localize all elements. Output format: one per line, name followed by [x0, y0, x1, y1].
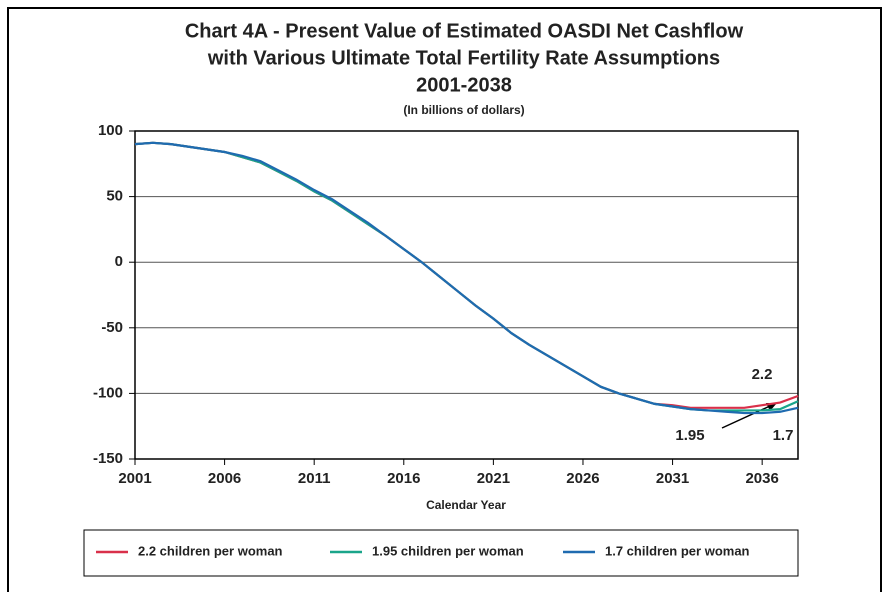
- x-tick-label: 2001: [118, 470, 151, 487]
- series-line: [134, 141, 799, 412]
- x-tick-label: 2021: [477, 470, 510, 487]
- legend-label: 2.2 children per woman: [138, 543, 283, 558]
- x-tick-label: 2036: [745, 470, 778, 487]
- series-line: [134, 141, 799, 409]
- y-tick-label: -150: [93, 450, 123, 467]
- chart-title: with Various Ultimate Total Fertility Ra…: [207, 47, 720, 69]
- x-axis-label: Calendar Year: [426, 498, 506, 512]
- plot-area: [134, 130, 799, 460]
- x-tick-label: 2031: [656, 470, 689, 487]
- legend-label: 1.7 children per woman: [605, 543, 750, 558]
- chart-title: Chart 4A - Present Value of Estimated OA…: [185, 20, 744, 42]
- x-tick-label: 2011: [298, 470, 331, 487]
- x-tick-label: 2006: [208, 470, 241, 487]
- legend-label: 1.95 children per woman: [372, 543, 524, 558]
- y-tick-label: 100: [98, 122, 123, 139]
- y-tick-label: 0: [115, 253, 123, 270]
- annotation: 1.95: [675, 427, 704, 444]
- annotation: 1.7: [773, 427, 794, 444]
- legend-box: [83, 529, 799, 577]
- arrow: [721, 405, 771, 429]
- x-tick-label: 2016: [387, 470, 420, 487]
- y-tick-label: 50: [106, 188, 123, 205]
- frame: [7, 7, 882, 592]
- chart-subtitle: (In billions of dollars): [403, 103, 524, 117]
- chart-title: 2001-2038: [416, 74, 512, 96]
- annotation: 2.2: [752, 366, 773, 383]
- y-tick-label: -50: [101, 319, 123, 336]
- y-tick-label: -100: [93, 384, 123, 401]
- x-tick-label: 2026: [566, 470, 599, 487]
- series-line: [134, 141, 799, 415]
